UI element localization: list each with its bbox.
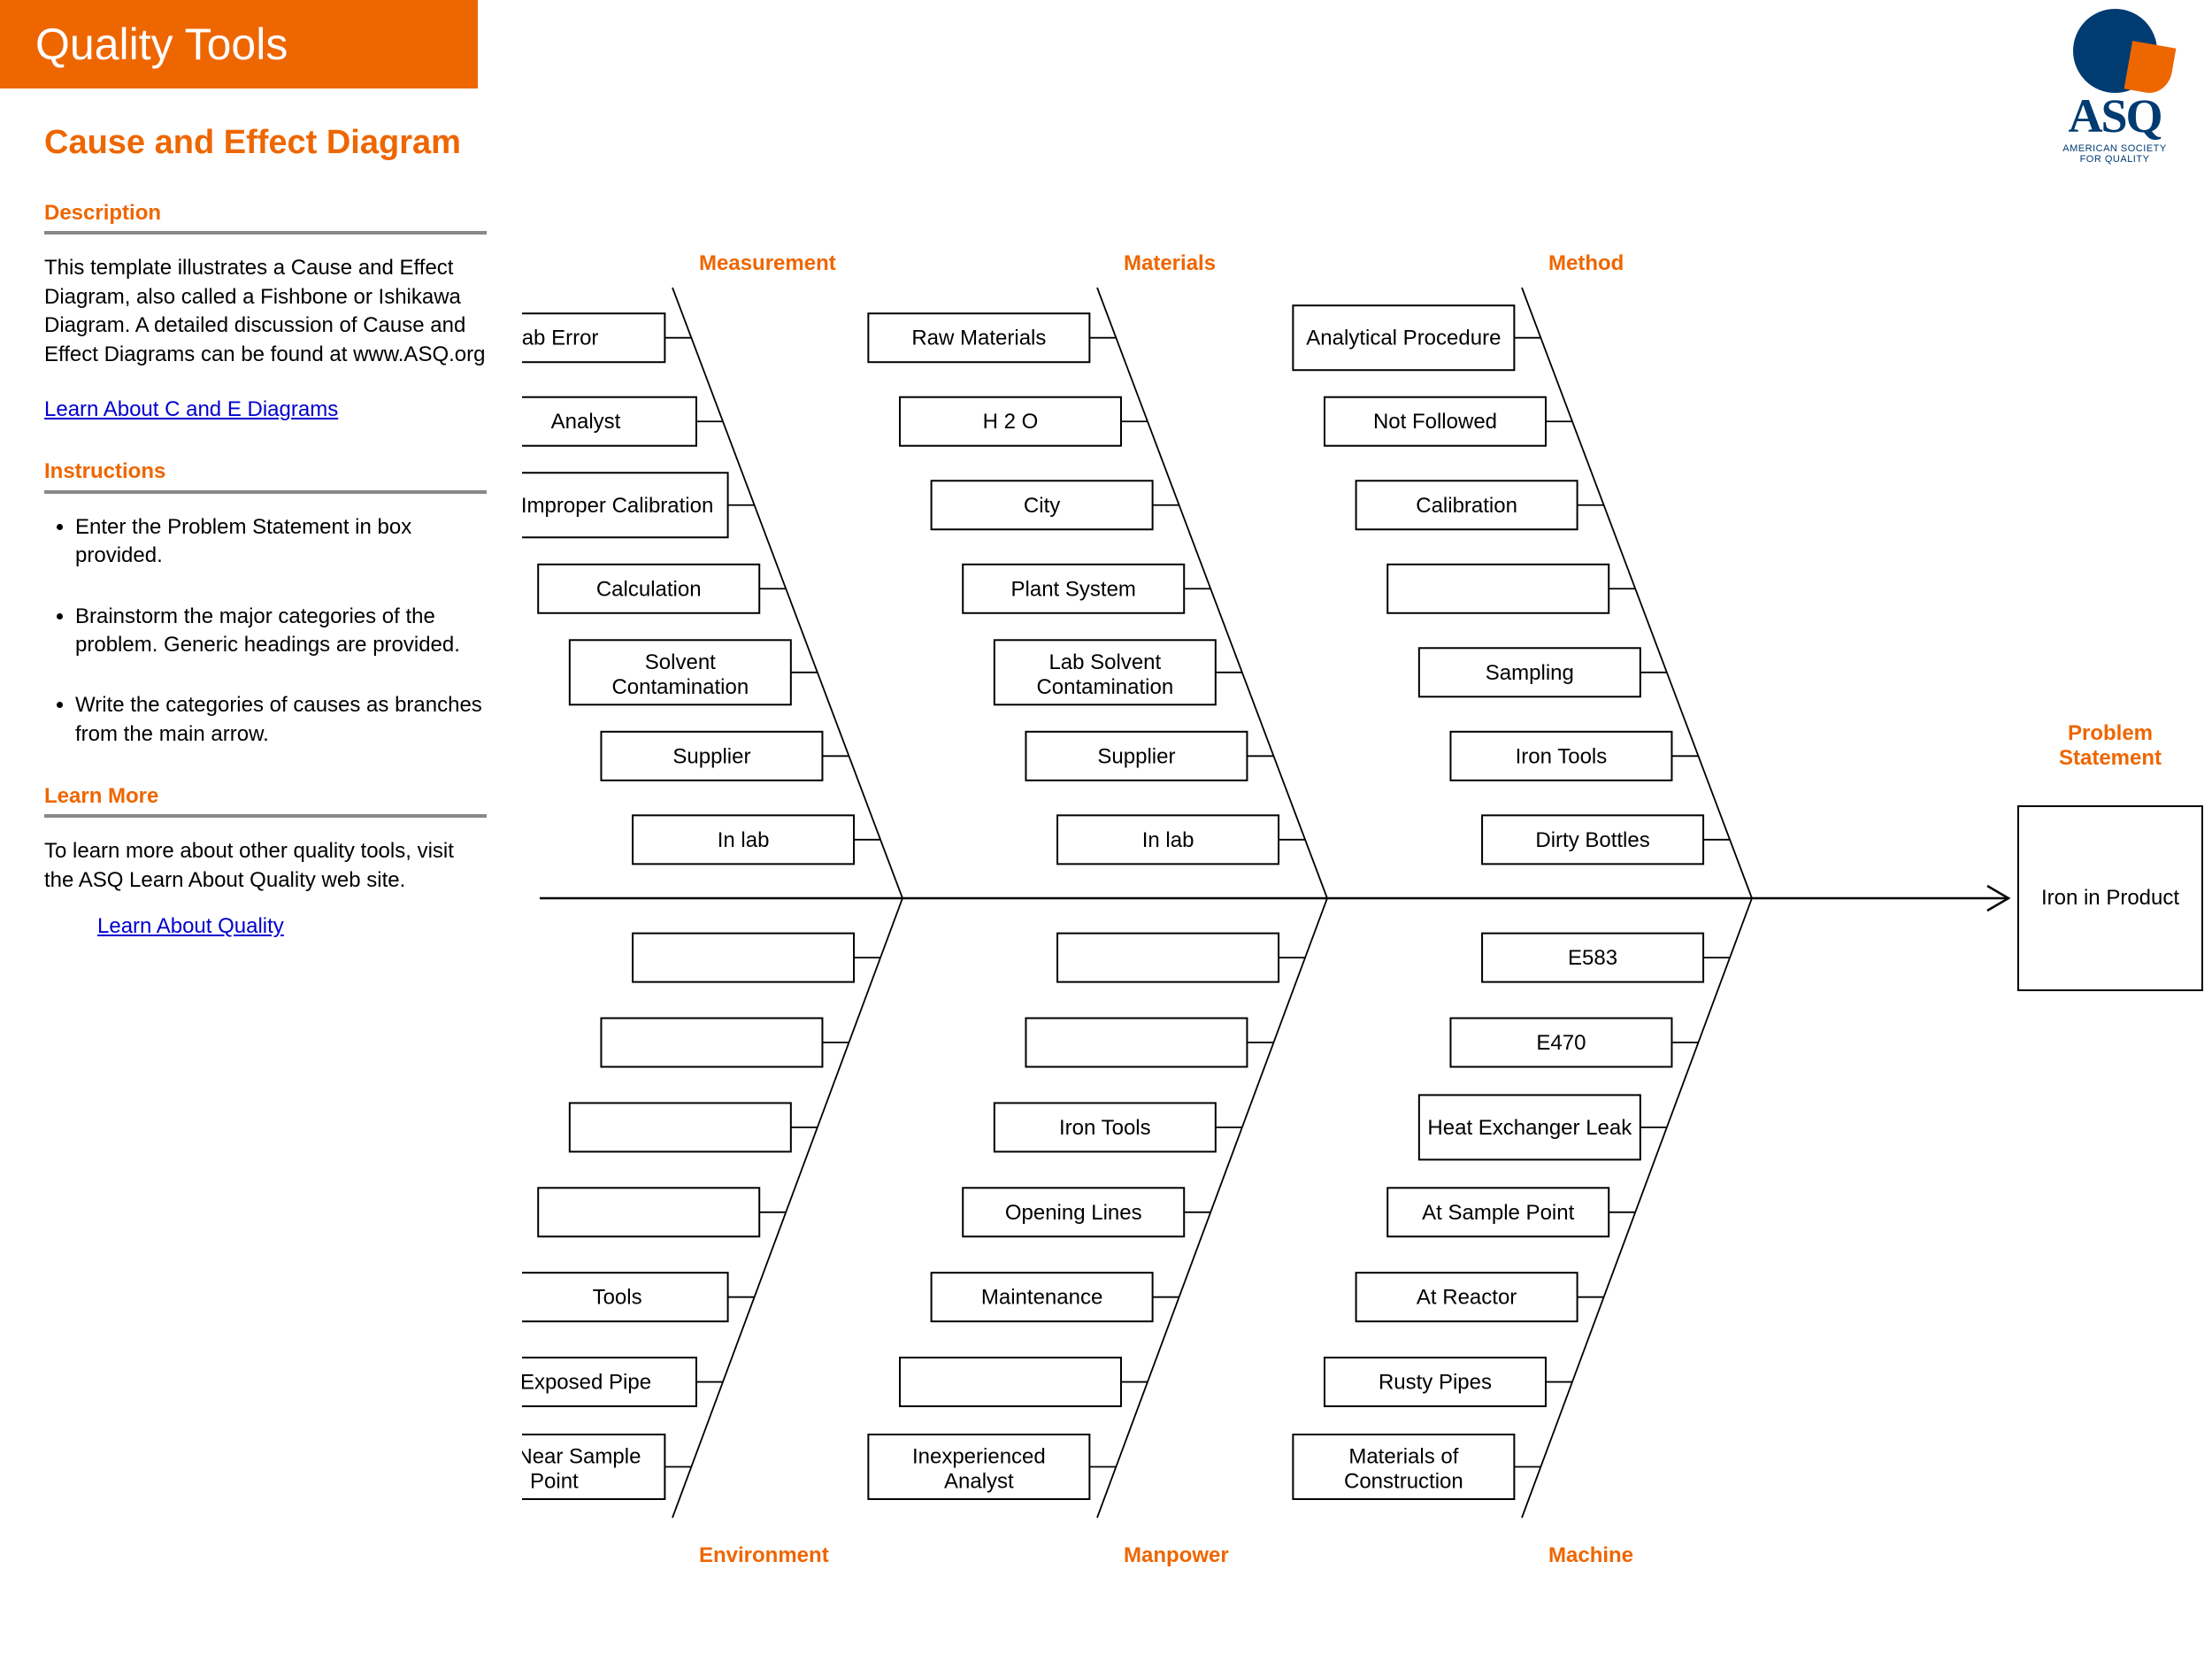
page-title: Cause and Effect Diagram: [44, 124, 461, 162]
cause-label: At Reactor: [1417, 1286, 1517, 1310]
instruction-item: Brainstorm the major categories of the p…: [75, 603, 487, 660]
cause-label: Tools: [593, 1286, 642, 1310]
cause-label: E470: [1536, 1031, 1586, 1055]
category-label: Manpower: [1124, 1543, 1229, 1567]
cause-label: Rusty Pipes: [1379, 1371, 1492, 1395]
cause-label: Iron Tools: [1059, 1116, 1151, 1140]
cause-label: Rust Near Sample: [522, 1444, 641, 1468]
page: Quality Tools ASQ AMERICAN SOCIETY FOR Q…: [0, 0, 2212, 1677]
cause-label: Construction: [1344, 1469, 1463, 1493]
cause-label: In lab: [1142, 828, 1194, 852]
cause-label: Inexperienced: [912, 1444, 1046, 1468]
cause-box: [1057, 934, 1279, 982]
cause-label: City: [1024, 494, 1060, 518]
cause-box: [570, 1103, 791, 1151]
instruction-item: Enter the Problem Statement in box provi…: [75, 513, 487, 571]
cause-label: Supplier: [1097, 744, 1175, 768]
cause-label: Dirty Bottles: [1535, 828, 1649, 852]
cause-label: Contamination: [1036, 675, 1173, 699]
cause-label: Materials of: [1348, 1444, 1458, 1468]
banner: Quality Tools: [0, 0, 478, 88]
cause-label: Not Followed: [1373, 410, 1497, 434]
cause-label: Heat Exchanger Leak: [1427, 1116, 1632, 1140]
cause-label: E583: [1568, 946, 1617, 970]
cause-box: [1387, 565, 1609, 613]
cause-label: Sampling: [1486, 661, 1574, 685]
cause-label: Raw Materials: [911, 327, 1046, 350]
cause-box: [601, 1019, 822, 1067]
learn-more-body: To learn more about other quality tools,…: [44, 837, 487, 895]
instructions-heading: Instructions: [44, 458, 487, 493]
cause-label: Lab Error: [522, 327, 598, 350]
category-label: Materials: [1124, 251, 1216, 275]
cause-label: Calibration: [1416, 494, 1517, 518]
cause-label: Calculation: [596, 577, 702, 601]
asq-logo: ASQ AMERICAN SOCIETY FOR QUALITY: [2048, 9, 2181, 165]
fishbone-diagram: Measurement Lab Error Analyst Improper Cali…: [522, 235, 2141, 1615]
category-label: Machine: [1548, 1543, 1633, 1567]
cause-box: [633, 934, 854, 982]
category-label: Method: [1548, 251, 1624, 275]
logo-tagline-2: FOR QUALITY: [2048, 154, 2181, 165]
sidebar: Description This template illustrates a …: [44, 199, 487, 956]
instructions-list: Enter the Problem Statement in box provi…: [44, 513, 487, 749]
cause-label: Lab Solvent: [1048, 650, 1161, 674]
cause-label: Plant System: [1011, 577, 1136, 601]
cause-label: Iron Tools: [1516, 744, 1608, 768]
description-body: This template illustrates a Cause and Ef…: [44, 254, 487, 369]
learn-quality-link[interactable]: Learn About Quality: [97, 914, 284, 938]
cause-label: Contamination: [611, 675, 749, 699]
category-label: Environment: [699, 1543, 829, 1567]
logo-ball-icon: [2073, 9, 2157, 93]
cause-label: Analyst: [551, 410, 621, 434]
cause-box: [1025, 1019, 1247, 1067]
cause-label: Exposed Pipe: [522, 1371, 651, 1395]
cause-label: Point: [530, 1469, 579, 1493]
cause-label: Supplier: [672, 744, 750, 768]
cause-label: Solvent: [645, 650, 716, 674]
cause-box: [900, 1358, 1121, 1406]
description-heading: Description: [44, 199, 487, 235]
cause-label: At Sample Point: [1422, 1201, 1574, 1225]
cause-label: H 2 O: [983, 410, 1039, 434]
cause-label: Maintenance: [981, 1286, 1102, 1310]
logo-tagline-1: AMERICAN SOCIETY: [2048, 143, 2181, 154]
banner-title: Quality Tools: [35, 19, 288, 69]
cause-box: [538, 1188, 759, 1236]
learn-diagrams-link[interactable]: Learn About C and E Diagrams: [44, 397, 338, 421]
learn-more-heading: Learn More: [44, 782, 487, 818]
cause-label: Opening Lines: [1005, 1201, 1142, 1225]
cause-label: In lab: [718, 828, 770, 852]
category-label: Measurement: [699, 251, 836, 275]
instruction-item: Write the categories of causes as branch…: [75, 691, 487, 749]
logo-abbr: ASQ: [2048, 88, 2181, 143]
cause-label: Analyst: [944, 1469, 1014, 1493]
cause-label: Improper Calibration: [522, 494, 713, 518]
cause-label: Analytical Procedure: [1306, 327, 1501, 350]
